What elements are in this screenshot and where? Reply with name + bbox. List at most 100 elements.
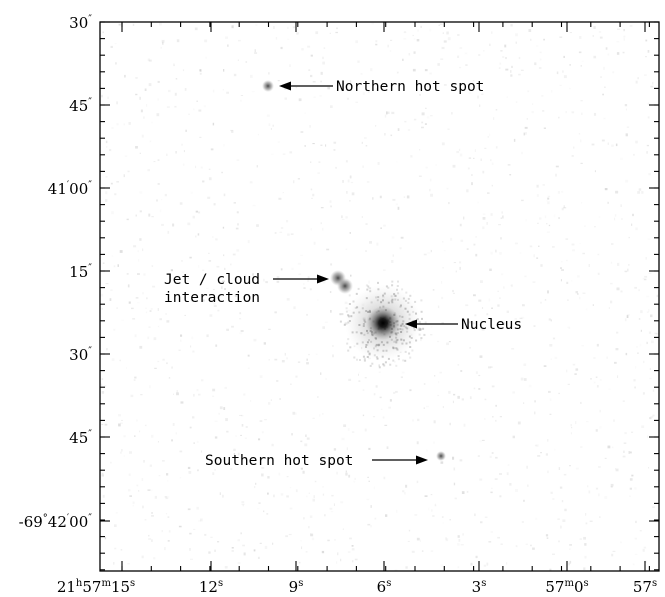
- noise-speckle: [263, 342, 266, 345]
- noise-speckle: [133, 379, 136, 381]
- noise-speckle: [578, 51, 582, 54]
- noise-speckle: [595, 429, 598, 432]
- noise-speckle: [305, 434, 307, 437]
- noise-speckle: [342, 528, 344, 530]
- noise-speckle: [638, 188, 642, 191]
- noise-speckle: [311, 197, 313, 199]
- noise-speckle: [475, 555, 478, 559]
- noise-speckle: [211, 301, 214, 303]
- noise-speckle: [353, 480, 356, 483]
- noise-speckle: [422, 327, 425, 330]
- noise-speckle: [588, 264, 590, 267]
- noise-speckle: [370, 505, 372, 508]
- noise-speckle: [219, 406, 223, 410]
- noise-speckle: [322, 413, 324, 415]
- noise-speckle: [477, 201, 479, 204]
- noise-speckle: [335, 166, 337, 169]
- noise-speckle: [102, 494, 105, 498]
- noise-speckle: [363, 357, 366, 360]
- noise-speckle: [368, 447, 371, 450]
- noise-speckle: [339, 313, 342, 316]
- arrowhead-southern-hot-spot: [416, 455, 428, 465]
- noise-speckle: [333, 448, 337, 451]
- noise-speckle: [575, 421, 577, 425]
- noise-speckle: [298, 98, 302, 102]
- noise-speckle: [143, 460, 145, 463]
- noise-speckle: [624, 270, 628, 273]
- noise-speckle: [188, 471, 192, 474]
- noise-speckle: [590, 378, 592, 380]
- noise-speckle: [647, 102, 650, 106]
- southern-hot-spot-source: [436, 451, 446, 461]
- noise-speckle: [474, 513, 476, 517]
- noise-speckle: [384, 361, 387, 364]
- noise-speckle: [420, 299, 423, 302]
- noise-speckle: [315, 353, 318, 355]
- noise-speckle: [175, 151, 177, 154]
- noise-speckle: [441, 46, 445, 50]
- noise-speckle: [165, 497, 168, 500]
- noise-speckle: [309, 125, 311, 128]
- noise-speckle: [217, 297, 220, 300]
- noise-speckle: [570, 424, 572, 427]
- noise-speckle: [449, 519, 451, 521]
- arrowhead-jet-cloud: [317, 274, 329, 284]
- noise-speckle: [146, 297, 148, 300]
- noise-speckle: [439, 371, 442, 374]
- noise-speckle: [234, 294, 237, 297]
- noise-speckle: [216, 265, 220, 268]
- noise-speckle: [364, 428, 367, 432]
- noise-speckle: [400, 236, 404, 239]
- noise-speckle: [201, 299, 205, 302]
- noise-speckle: [348, 294, 351, 297]
- noise-speckle: [209, 314, 213, 317]
- noise-speckle: [135, 214, 137, 217]
- noise-speckle: [502, 56, 505, 58]
- noise-speckle: [419, 149, 421, 151]
- noise-speckle: [105, 283, 109, 285]
- noise-speckle: [469, 396, 472, 400]
- noise-speckle: [594, 226, 596, 228]
- noise-speckle: [559, 36, 563, 38]
- noise-speckle: [530, 544, 532, 547]
- noise-speckle: [491, 162, 494, 165]
- noise-speckle: [367, 285, 370, 288]
- noise-speckle: [291, 433, 293, 436]
- noise-speckle: [310, 74, 313, 78]
- noise-speckle: [286, 357, 288, 360]
- noise-speckle: [355, 101, 358, 103]
- noise-speckle: [351, 545, 354, 547]
- noise-speckle: [593, 55, 597, 59]
- noise-speckle: [510, 70, 512, 73]
- noise-speckle: [457, 535, 460, 538]
- noise-speckle: [628, 236, 630, 239]
- noise-speckle: [539, 58, 542, 61]
- noise-speckle: [526, 465, 528, 469]
- noise-speckle: [375, 40, 378, 43]
- noise-speckle: [314, 480, 317, 483]
- noise-speckle: [159, 318, 162, 321]
- noise-speckle: [281, 360, 285, 363]
- noise-speckle: [129, 451, 132, 454]
- noise-speckle: [628, 451, 630, 454]
- noise-speckle: [297, 361, 301, 363]
- noise-speckle: [243, 393, 246, 396]
- noise-speckle: [273, 494, 275, 498]
- noise-speckle: [560, 279, 562, 282]
- noise-speckle: [101, 383, 103, 387]
- noise-speckle: [528, 29, 532, 32]
- noise-speckle: [116, 181, 119, 183]
- noise-speckle: [610, 261, 613, 264]
- noise-speckle: [190, 191, 193, 194]
- noise-speckle: [345, 160, 348, 163]
- y-tick-label-45b: 45″: [69, 429, 92, 447]
- noise-speckle: [221, 171, 223, 174]
- noise-speckle: [487, 192, 490, 194]
- noise-speckle: [208, 177, 212, 181]
- noise-speckle: [148, 326, 151, 328]
- noise-speckle: [160, 46, 162, 49]
- noise-speckle: [212, 89, 215, 93]
- noise-speckle: [104, 423, 108, 426]
- noise-speckle: [259, 420, 263, 422]
- noise-speckle: [567, 299, 569, 301]
